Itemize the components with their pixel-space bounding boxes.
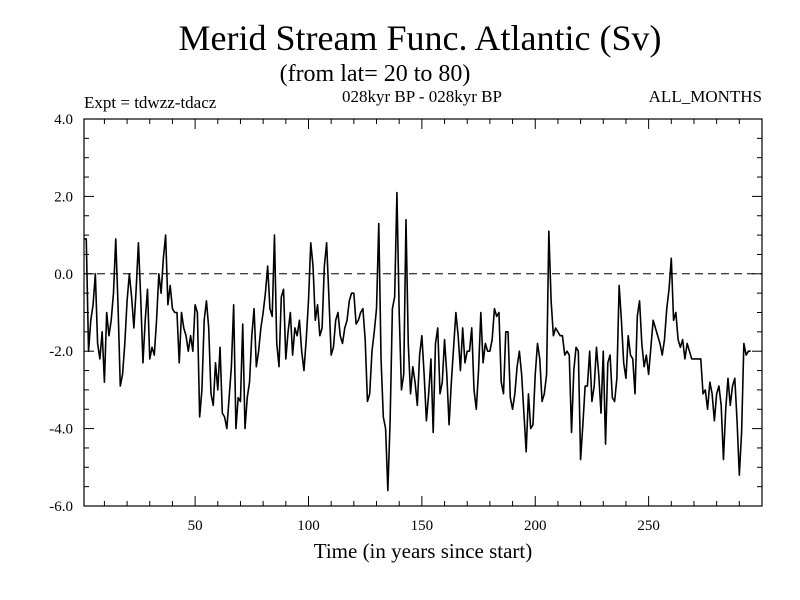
time-range-label: 028kyr BP - 028kyr BP xyxy=(342,87,502,106)
chart-title: Merid Stream Func. Atlantic (Sv) xyxy=(179,18,662,58)
experiment-label: Expt = tdwzz-tdacz xyxy=(84,93,217,112)
series-line xyxy=(84,191,751,492)
plot-area xyxy=(83,118,763,507)
x-tick-label: 200 xyxy=(524,518,547,534)
y-tick-label: 2.0 xyxy=(54,189,73,205)
y-tick-labels: 4.0 2.0 0.0 -2.0 -4.0 -6.0 xyxy=(49,112,73,515)
chart-subtitle: (from lat= 20 to 80) xyxy=(280,61,471,87)
x-tick-label: 250 xyxy=(637,518,660,534)
months-label: ALL_MONTHS xyxy=(649,87,762,106)
y-tick-label: 0.0 xyxy=(54,267,73,283)
y-tick-label: 4.0 xyxy=(54,112,73,128)
x-axis-label: Time (in years since start) xyxy=(314,539,533,563)
y-tick-label: -6.0 xyxy=(49,499,73,515)
plot-frame xyxy=(83,118,763,507)
x-tick-label: 100 xyxy=(297,518,320,534)
x-tick-label: 150 xyxy=(411,518,434,534)
x-tick-labels: 50 100 150 200 250 xyxy=(188,518,660,534)
x-tick-label: 50 xyxy=(188,518,203,534)
y-tick-label: -4.0 xyxy=(49,422,73,438)
y-tick-label: -2.0 xyxy=(49,344,73,360)
